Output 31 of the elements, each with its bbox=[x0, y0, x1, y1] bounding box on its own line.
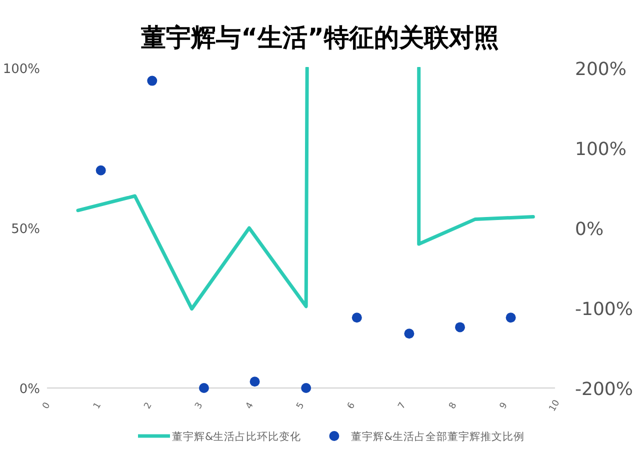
x-tick-label: 9 bbox=[498, 400, 510, 411]
point bbox=[506, 312, 516, 323]
point bbox=[352, 312, 362, 323]
point bbox=[404, 328, 414, 339]
legend-label: 董宇辉&生活占比环比变化 bbox=[172, 430, 302, 443]
x-tick-label: 0 bbox=[41, 400, 53, 411]
chart-title: 董宇辉与“生活”特征的关联对照 bbox=[140, 23, 499, 52]
legend-label: 董宇辉&生活占全部董宇辉推文比例 bbox=[351, 430, 524, 443]
point bbox=[301, 383, 312, 393]
x-tick-label: 5 bbox=[295, 401, 307, 411]
y2-tick-label: -100% bbox=[575, 299, 633, 320]
y-tick-label: 50% bbox=[11, 222, 40, 237]
y2-tick-label: -200% bbox=[575, 379, 633, 400]
point bbox=[96, 165, 106, 176]
y-tick-label: 0% bbox=[19, 382, 40, 397]
y-tick-label: 100% bbox=[2, 62, 40, 77]
point bbox=[455, 322, 466, 332]
point bbox=[250, 376, 260, 387]
x-tick-label: 4 bbox=[244, 400, 256, 411]
point bbox=[147, 76, 158, 86]
point bbox=[198, 383, 209, 393]
y2-tick-label: 200% bbox=[575, 59, 626, 80]
x-tick-label: 7 bbox=[396, 401, 408, 411]
x-tick-label: 1 bbox=[92, 401, 104, 411]
x-tick-label: 3 bbox=[194, 401, 206, 411]
x-tick-label: 8 bbox=[448, 400, 460, 411]
y2-tick-label: 0% bbox=[575, 219, 604, 240]
x-tick-label: 2 bbox=[142, 401, 154, 411]
y2-tick-label: 100% bbox=[575, 139, 626, 160]
x-tick-label: 6 bbox=[346, 400, 358, 411]
x-tick-label: 10 bbox=[548, 398, 562, 414]
